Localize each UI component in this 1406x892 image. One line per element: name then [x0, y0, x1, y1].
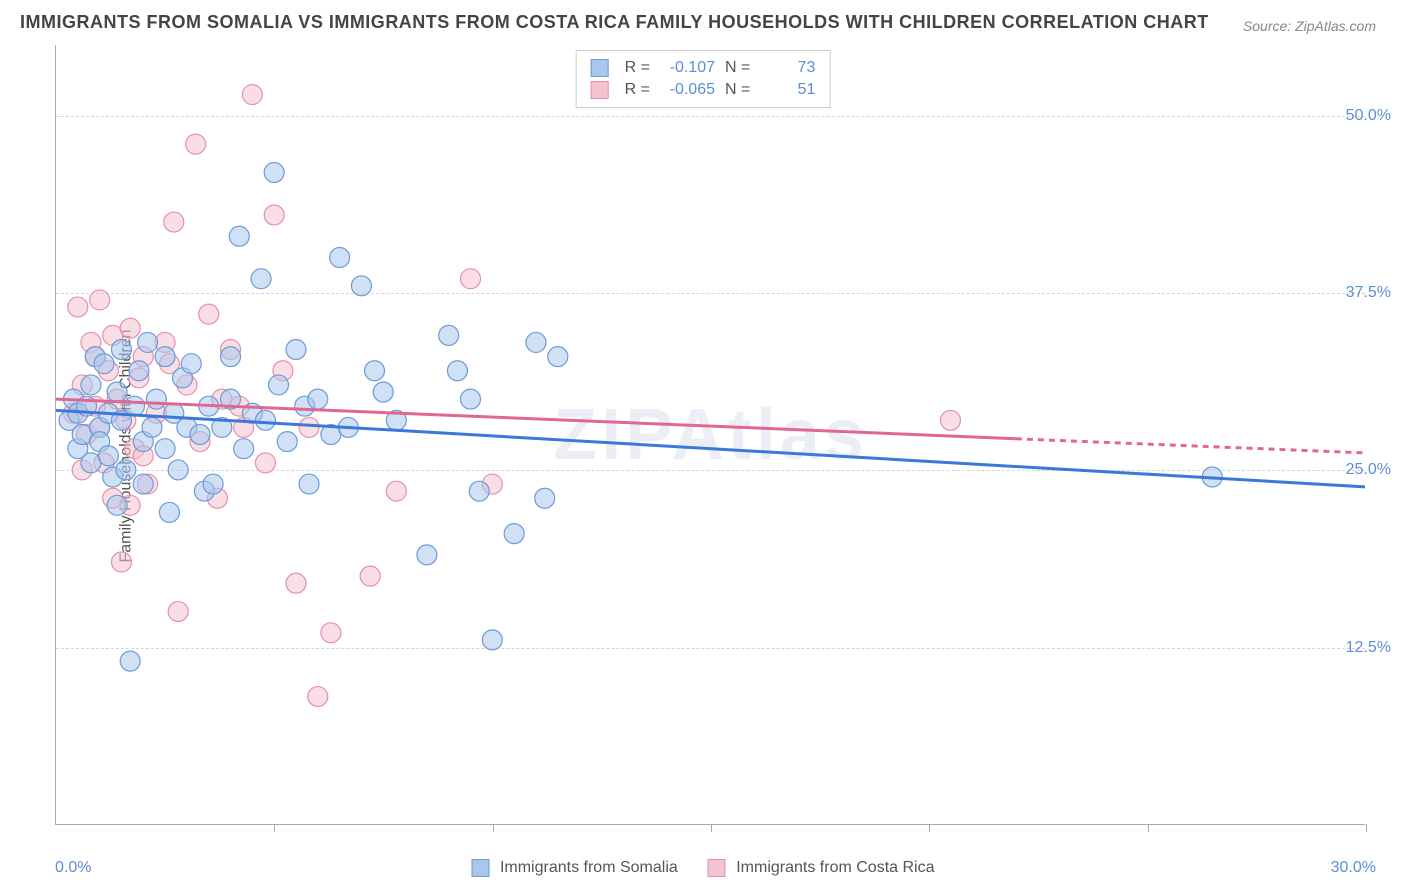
scatter-point: [107, 495, 127, 515]
scatter-point: [255, 410, 275, 430]
scatter-point: [120, 318, 140, 338]
scatter-point: [129, 361, 149, 381]
x-tick: [929, 824, 930, 832]
scatter-point: [229, 226, 249, 246]
x-axis-min-label: 0.0%: [55, 859, 91, 877]
scatter-point: [308, 389, 328, 409]
legend-item-b: Immigrants from Costa Rica: [708, 859, 935, 877]
scatter-point: [330, 247, 350, 267]
r-value-b: -0.065: [660, 81, 715, 99]
scatter-point: [535, 488, 555, 508]
scatter-point: [168, 460, 188, 480]
scatter-point: [286, 340, 306, 360]
scatter-point: [940, 410, 960, 430]
scatter-point: [277, 432, 297, 452]
scatter-point: [264, 205, 284, 225]
scatter-point: [155, 439, 175, 459]
scatter-point: [142, 417, 162, 437]
scatter-point: [186, 134, 206, 154]
series-legend: Immigrants from Somalia Immigrants from …: [472, 859, 935, 877]
scatter-point: [111, 552, 131, 572]
scatter-point: [526, 332, 546, 352]
scatter-point: [308, 687, 328, 707]
scatter-point: [461, 389, 481, 409]
scatter-point: [146, 389, 166, 409]
scatter-point: [251, 269, 271, 289]
scatter-point: [286, 573, 306, 593]
swatch-b2-icon: [708, 859, 726, 877]
scatter-point: [98, 446, 118, 466]
scatter-point: [321, 623, 341, 643]
scatter-point: [221, 347, 241, 367]
scatter-point: [242, 85, 262, 105]
scatter-point: [68, 297, 88, 317]
legend-item-a: Immigrants from Somalia: [472, 859, 678, 877]
scatter-point: [168, 602, 188, 622]
r-label-b: R =: [625, 81, 650, 99]
scatter-point: [264, 162, 284, 182]
scatter-point: [417, 545, 437, 565]
x-axis-max-label: 30.0%: [1331, 859, 1376, 877]
scatter-point: [90, 290, 110, 310]
scatter-point: [94, 354, 114, 374]
scatter-point: [469, 481, 489, 501]
scatter-point: [116, 460, 136, 480]
stats-row-a: R = -0.107 N = 73: [591, 57, 816, 79]
scatter-point: [155, 347, 175, 367]
swatch-a-icon: [591, 59, 609, 77]
scatter-point: [199, 304, 219, 324]
x-tick: [274, 824, 275, 832]
scatter-point: [548, 347, 568, 367]
scatter-point: [111, 340, 131, 360]
scatter-point: [351, 276, 371, 296]
scatter-point: [181, 354, 201, 374]
legend-label-a: Immigrants from Somalia: [500, 859, 678, 876]
n-value-b: 51: [760, 81, 815, 99]
n-label-b: N =: [725, 81, 750, 99]
scatter-point: [482, 630, 502, 650]
scatter-point: [386, 481, 406, 501]
stats-legend: R = -0.107 N = 73 R = -0.065 N = 51: [576, 50, 831, 108]
n-label-a: N =: [725, 59, 750, 77]
scatter-point: [164, 212, 184, 232]
r-label-a: R =: [625, 59, 650, 77]
r-value-a: -0.107: [660, 59, 715, 77]
scatter-point: [299, 474, 319, 494]
scatter-point: [107, 382, 127, 402]
scatter-point: [81, 375, 101, 395]
source-attribution: Source: ZipAtlas.com: [1243, 18, 1376, 34]
n-value-a: 73: [760, 59, 815, 77]
scatter-point: [203, 474, 223, 494]
swatch-b-icon: [591, 81, 609, 99]
scatter-point: [360, 566, 380, 586]
stats-row-b: R = -0.065 N = 51: [591, 79, 816, 101]
scatter-point: [190, 425, 210, 445]
x-tick: [1366, 824, 1367, 832]
x-tick: [493, 824, 494, 832]
chart-container: IMMIGRANTS FROM SOMALIA VS IMMIGRANTS FR…: [0, 0, 1406, 892]
plot-area: ZIPAtlas: [55, 45, 1365, 825]
scatter-point: [269, 375, 289, 395]
scatter-point: [447, 361, 467, 381]
scatter-point: [461, 269, 481, 289]
scatter-point: [234, 439, 254, 459]
scatter-point: [138, 332, 158, 352]
scatter-point: [255, 453, 275, 473]
legend-label-b: Immigrants from Costa Rica: [736, 859, 934, 876]
scatter-point: [373, 382, 393, 402]
scatter-point: [159, 502, 179, 522]
scatter-point: [439, 325, 459, 345]
scatter-point: [504, 524, 524, 544]
scatter-point: [365, 361, 385, 381]
x-tick: [711, 824, 712, 832]
swatch-a2-icon: [472, 859, 490, 877]
regression-line: [1016, 439, 1365, 453]
x-tick: [1148, 824, 1149, 832]
scatter-point: [299, 417, 319, 437]
scatter-svg: [56, 45, 1365, 824]
scatter-point: [133, 474, 153, 494]
chart-title: IMMIGRANTS FROM SOMALIA VS IMMIGRANTS FR…: [20, 12, 1209, 33]
scatter-point: [120, 651, 140, 671]
